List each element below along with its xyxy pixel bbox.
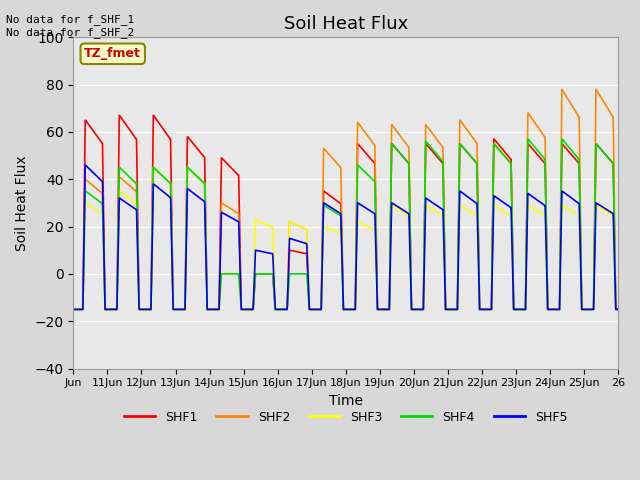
- Y-axis label: Soil Heat Flux: Soil Heat Flux: [15, 155, 29, 251]
- SHF4: [524, 136, 532, 142]
- SHF5: [124, 201, 132, 207]
- SHF2: [558, 86, 566, 92]
- SHF1: [379, 307, 387, 312]
- SHF3: [242, 307, 250, 312]
- SHF1: [614, 307, 622, 312]
- Legend: SHF1, SHF2, SHF3, SHF4, SHF5: SHF1, SHF2, SHF3, SHF4, SHF5: [119, 406, 572, 429]
- SHF3: [70, 307, 77, 312]
- SHF5: [607, 209, 614, 215]
- X-axis label: Time: Time: [329, 394, 363, 408]
- SHF3: [614, 307, 622, 312]
- SHF2: [70, 307, 77, 312]
- SHF1: [510, 307, 518, 312]
- SHF2: [378, 307, 386, 312]
- SHF1: [541, 160, 548, 166]
- SHF3: [510, 307, 518, 312]
- SHF2: [509, 293, 517, 299]
- SHF1: [242, 307, 250, 312]
- SHF1: [70, 307, 77, 312]
- SHF3: [541, 213, 548, 218]
- SHF2: [607, 110, 614, 116]
- SHF4: [509, 293, 517, 299]
- SHF4: [541, 156, 548, 162]
- Text: TZ_fmet: TZ_fmet: [84, 47, 141, 60]
- SHF5: [242, 307, 250, 312]
- Line: SHF2: SHF2: [74, 89, 618, 310]
- SHF3: [379, 307, 387, 312]
- SHF2: [124, 181, 132, 187]
- Line: SHF3: SHF3: [74, 168, 618, 310]
- Text: No data for f_SHF_1
No data for f_SHF_2: No data for f_SHF_1 No data for f_SHF_2: [6, 14, 134, 38]
- Title: Soil Heat Flux: Soil Heat Flux: [284, 15, 408, 33]
- SHF3: [124, 194, 132, 200]
- SHF4: [378, 307, 386, 312]
- SHF5: [541, 202, 548, 208]
- SHF2: [241, 307, 249, 312]
- SHF1: [124, 125, 132, 131]
- SHF5: [510, 307, 518, 312]
- SHF4: [124, 172, 132, 178]
- SHF3: [607, 211, 614, 217]
- SHF4: [607, 157, 614, 163]
- SHF5: [379, 307, 387, 312]
- SHF5: [81, 162, 89, 168]
- SHF5: [70, 307, 77, 312]
- SHF3: [150, 165, 157, 170]
- SHF2: [540, 133, 548, 139]
- Line: SHF4: SHF4: [74, 139, 618, 310]
- SHF4: [241, 307, 249, 312]
- SHF2: [614, 307, 622, 312]
- SHF4: [614, 307, 622, 312]
- SHF1: [115, 112, 123, 118]
- SHF4: [70, 307, 77, 312]
- Line: SHF1: SHF1: [74, 115, 618, 310]
- SHF5: [614, 307, 622, 312]
- Line: SHF5: SHF5: [74, 165, 618, 310]
- SHF1: [607, 157, 614, 163]
